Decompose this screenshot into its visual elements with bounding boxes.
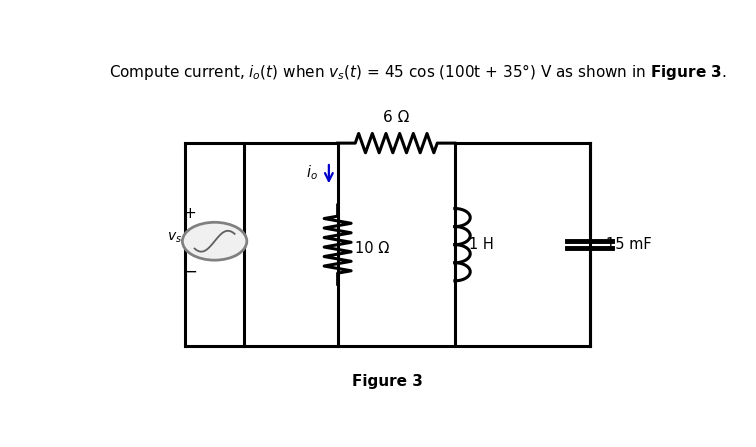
Text: $\it{i}_o$: $\it{i}_o$ — [306, 164, 318, 182]
Text: Figure 3: Figure 3 — [352, 374, 423, 389]
Text: +: + — [184, 206, 197, 221]
Text: 10 Ω: 10 Ω — [355, 240, 389, 256]
Text: Compute current, $\mathit{i_o}(t)$ when $\mathit{v_s}(t)$ = 45 cos (100t + 35°) : Compute current, $\mathit{i_o}(t)$ when … — [109, 62, 727, 82]
Text: 15 mF: 15 mF — [606, 237, 652, 252]
Text: 6 Ω: 6 Ω — [383, 110, 410, 125]
Text: 1 H: 1 H — [469, 237, 494, 252]
Text: $v_s$: $v_s$ — [167, 231, 182, 245]
Circle shape — [182, 222, 246, 260]
Text: −: − — [183, 262, 197, 280]
